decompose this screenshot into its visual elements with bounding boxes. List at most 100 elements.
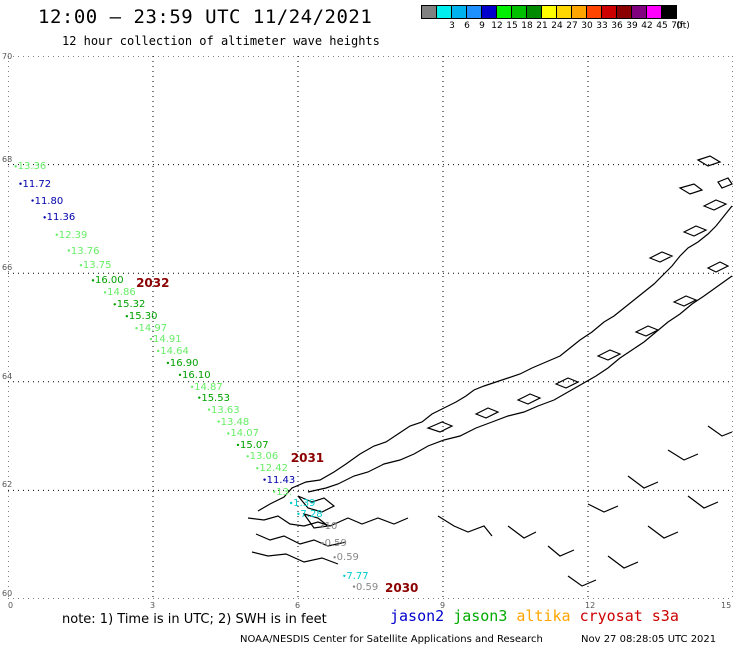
wave-height-label: 16.10 xyxy=(182,369,211,381)
observation-dot xyxy=(227,432,230,435)
observation-dot xyxy=(289,501,293,505)
track-time-label: 2031 xyxy=(290,450,325,465)
color-scale-swatch xyxy=(646,5,662,19)
units-note: note: 1) Time is in UTC; 2) SWH is in fe… xyxy=(62,612,327,627)
observation-dot xyxy=(333,556,336,559)
wave-height-label: 16.00 xyxy=(95,275,124,287)
page-title: 12:00 — 23:59 UTC 11/24/2021 xyxy=(38,6,373,28)
wave-height-label: 11.43 xyxy=(266,474,296,486)
coastline xyxy=(247,155,733,587)
wave-height-label: 13.06 xyxy=(249,451,279,463)
wave-height-label: 15.32 xyxy=(116,299,146,311)
observation-dot xyxy=(273,490,276,493)
lat-tick-label: 68 xyxy=(2,154,13,164)
observation-dot xyxy=(103,291,107,294)
color-scale-label: 70 xyxy=(671,21,683,31)
observation-dot xyxy=(125,315,129,318)
wave-height-label: 12.42 xyxy=(259,463,288,475)
color-scale-unit: (ft) xyxy=(676,21,690,31)
satellite-legend: jason2 jason3 altika cryosat s3a xyxy=(390,607,688,625)
color-scale-label: 6 xyxy=(464,21,470,31)
color-scale-label: 15 xyxy=(506,21,518,31)
wave-height-label: 10 xyxy=(324,520,338,532)
wave-height-label: 0.59 xyxy=(356,581,379,593)
wave-height-label: 14.07 xyxy=(230,428,259,440)
wave-height-label: 7.28 xyxy=(300,508,323,520)
wave-height-label: 14.97 xyxy=(138,323,168,335)
observation-dot xyxy=(19,182,22,185)
lon-tick-label: 12 xyxy=(585,601,596,610)
observation-dot xyxy=(166,361,170,365)
observation-dot xyxy=(321,524,324,528)
lat-tick-label: 66 xyxy=(2,263,13,273)
coastline-islands-mid xyxy=(426,261,730,433)
observation-dot xyxy=(321,541,324,545)
page-subtitle: 12 hour collection of altimeter wave hei… xyxy=(62,34,380,48)
wave-height-label: 1.39 xyxy=(293,498,316,509)
color-scale-swatch xyxy=(616,5,632,19)
wave-height-label: 14.91 xyxy=(153,334,182,346)
satellite-legend-item: altika xyxy=(516,607,571,625)
lon-tick-label: 9 xyxy=(440,601,446,610)
wave-height-label: 13.48 xyxy=(220,416,250,428)
observation-dot xyxy=(135,326,138,330)
color-scale-swatch xyxy=(601,5,617,19)
lat-tick-label: 60 xyxy=(2,589,13,598)
color-scale-swatch xyxy=(466,5,482,19)
observation-dot xyxy=(190,385,194,388)
color-scale-swatch xyxy=(496,5,512,19)
lat-tick-label: 64 xyxy=(2,371,13,381)
wave-height-label: 12.39 xyxy=(58,229,88,241)
observation-dot xyxy=(31,199,34,202)
color-scale-swatch xyxy=(451,5,467,19)
observation-dot xyxy=(178,373,182,377)
wave-height-label: 14.64 xyxy=(160,345,189,357)
coastline-islands-north xyxy=(648,155,733,263)
observation-dot xyxy=(297,512,300,516)
color-scale-swatch xyxy=(556,5,572,19)
satellite-legend-item: jason2 xyxy=(390,607,445,625)
color-scale-label: 24 xyxy=(551,21,563,31)
track-time-label: 2032 xyxy=(136,275,170,290)
observation-dot xyxy=(79,263,83,267)
color-scale-swatch xyxy=(586,5,602,19)
observation-dot xyxy=(198,396,201,399)
color-scale-label: 39 xyxy=(626,21,638,31)
observation-dot xyxy=(352,585,356,588)
color-scale-label: 33 xyxy=(596,21,608,31)
credit-line: NOAA/NESDIS Center for Satellite Applica… xyxy=(240,634,543,645)
wave-height-label: 14.86 xyxy=(107,287,136,299)
color-scale-label: 36 xyxy=(611,21,623,31)
color-scale-label: 27 xyxy=(566,21,578,31)
lat-tick-label: 62 xyxy=(2,480,13,490)
observation-dot xyxy=(113,303,116,306)
observation-dot xyxy=(246,455,249,458)
color-scale-swatch xyxy=(571,5,587,19)
color-scale-label: 9 xyxy=(479,21,485,31)
lon-tick-label: 3 xyxy=(150,601,156,610)
observation-dot xyxy=(149,337,153,341)
color-scale-label: 3 xyxy=(449,21,455,31)
observation-dot xyxy=(343,574,346,577)
lon-tick-label: 6 xyxy=(295,601,301,610)
observation-dot xyxy=(14,165,17,168)
wave-height-label: 15.07 xyxy=(240,439,269,451)
wave-height-label: 14.87 xyxy=(194,381,223,393)
color-scale-label: 18 xyxy=(521,21,533,31)
color-scale-label: 21 xyxy=(536,21,548,31)
observation-dot xyxy=(217,420,220,423)
color-scale-bar xyxy=(421,5,677,19)
observation-dot xyxy=(67,249,71,252)
wave-height-label: 11.80 xyxy=(34,195,64,207)
satellite-legend-item: s3a xyxy=(651,607,679,625)
color-scale-label: 12 xyxy=(491,21,503,31)
satellite-legend-item: cryosat xyxy=(579,607,643,625)
wave-height-label: 16.90 xyxy=(169,357,199,369)
wave-height-label: 15.53 xyxy=(201,392,230,404)
observation-dot xyxy=(207,408,211,411)
wave-height-label: 13.75 xyxy=(82,260,112,272)
map-canvas xyxy=(8,56,733,599)
wave-height-label: 13.63 xyxy=(211,404,240,416)
color-scale-swatch xyxy=(631,5,647,19)
observation-dot xyxy=(263,478,266,481)
